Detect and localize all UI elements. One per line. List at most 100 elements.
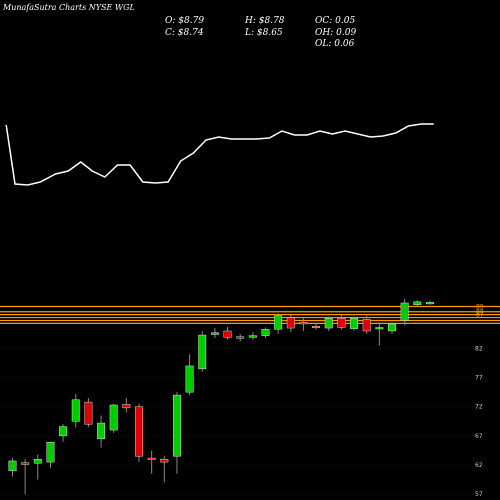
oc-value: 0.05	[335, 16, 355, 26]
svg-text:OL: 0.06: OL: 0.06	[315, 39, 355, 49]
oh-value: 0.09	[336, 28, 356, 38]
candle	[426, 300, 434, 305]
y-axis-ticks: 57 62 67 72 77 82	[475, 345, 483, 498]
candle-body	[185, 365, 194, 393]
candle	[135, 403, 143, 463]
low-label: L:	[244, 28, 254, 38]
ol-value: 0.06	[334, 39, 354, 49]
candle	[8, 458, 17, 477]
level-label: 87	[476, 312, 484, 319]
candle-body	[236, 336, 245, 339]
indicator	[5, 123, 434, 186]
candle-body	[286, 317, 295, 329]
candle	[71, 393, 80, 428]
candle	[21, 459, 30, 495]
high-label: H:	[244, 16, 256, 26]
svg-text:O: $8.79: O: $8.79	[165, 16, 204, 26]
svg-text:H: $8.78: H: $8.78	[244, 16, 285, 26]
candle-body	[59, 426, 68, 437]
candles	[8, 298, 434, 495]
candle-body	[248, 335, 257, 338]
y-tick-label: 77	[475, 375, 483, 382]
svg-text:OC: 0.05: OC: 0.05	[315, 16, 355, 26]
candle-body	[172, 394, 181, 457]
candle-body	[261, 329, 270, 336]
candle	[84, 398, 93, 428]
candle	[33, 454, 42, 480]
candle-body	[97, 422, 106, 440]
candle	[147, 450, 156, 474]
low-value: $8.65	[257, 28, 283, 38]
candle-body	[122, 404, 131, 409]
svg-text:L: $8.65: L: $8.65	[244, 28, 283, 38]
candle-body	[147, 457, 156, 460]
candle-body	[426, 302, 434, 305]
svg-text:OH: 0.09: OH: 0.09	[315, 28, 356, 38]
close-label: C:	[165, 28, 175, 38]
candle-body	[337, 317, 346, 328]
candle	[388, 322, 396, 334]
grid-lines	[0, 348, 470, 495]
candle	[324, 316, 333, 331]
open-value: $8.79	[178, 16, 204, 26]
candle-body	[223, 330, 232, 338]
open-label: O:	[165, 16, 175, 26]
level-label: 89	[476, 303, 484, 310]
candle-body	[21, 462, 30, 465]
svg-text:C: $8.74: C: $8.74	[165, 28, 204, 38]
candle	[375, 322, 384, 346]
candle	[261, 327, 270, 338]
oc-label: OC:	[315, 16, 332, 26]
level-label: 88	[476, 309, 484, 316]
candle	[109, 403, 118, 433]
close-value: $8.74	[178, 28, 204, 38]
ohlc-readout: O: $8.79 H: $8.78 OC: 0.05 C: $8.74 L: $…	[165, 16, 356, 49]
candle-body	[46, 442, 55, 463]
candle-body	[210, 332, 219, 335]
candle-body	[84, 401, 93, 425]
candle	[337, 314, 346, 330]
y-tick-label: 57	[475, 491, 483, 498]
candle-body	[33, 459, 42, 464]
candle-body	[312, 326, 321, 329]
candle	[413, 300, 422, 307]
candle-body	[299, 322, 308, 325]
candle	[236, 333, 245, 342]
y-tick-label: 82	[475, 345, 483, 352]
candle-body	[8, 460, 17, 472]
candle	[223, 326, 232, 340]
candle	[59, 424, 68, 442]
candle	[274, 313, 283, 334]
brand-title: MunafaSutra Charts NYSE WGL	[2, 3, 135, 12]
candle-body	[71, 399, 80, 422]
candle-body	[160, 459, 169, 463]
candle	[299, 316, 308, 331]
candle-body	[350, 317, 358, 329]
candle-body	[324, 317, 333, 329]
candle-body	[198, 334, 207, 370]
candle	[185, 354, 194, 396]
candle	[248, 332, 257, 340]
candle-body	[274, 315, 283, 330]
candle	[97, 415, 106, 448]
candle	[46, 441, 55, 468]
candle	[350, 316, 358, 331]
indicator-line	[5, 123, 434, 186]
candle-body	[109, 404, 118, 431]
candle	[362, 315, 371, 334]
candle-body	[135, 406, 143, 457]
candle	[400, 298, 409, 326]
candle-body	[400, 302, 409, 321]
high-value: $8.78	[259, 16, 285, 26]
candle-body	[388, 323, 396, 332]
candle	[122, 398, 131, 413]
candle	[160, 456, 169, 483]
candle-body	[375, 327, 384, 330]
oh-label: OH:	[315, 28, 333, 38]
candle	[312, 323, 321, 330]
candle	[198, 330, 207, 372]
candle-body	[362, 319, 371, 332]
candle-body	[413, 301, 422, 305]
